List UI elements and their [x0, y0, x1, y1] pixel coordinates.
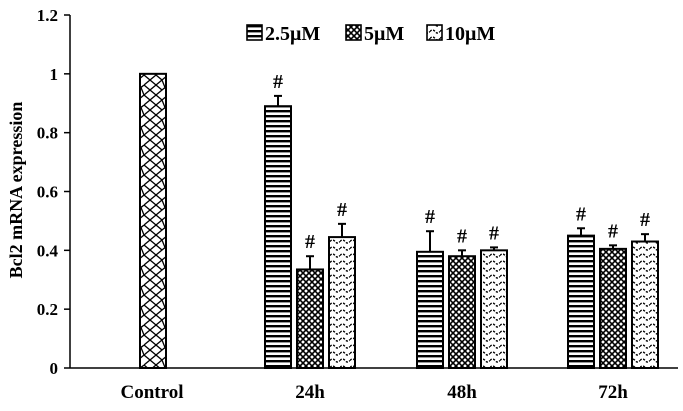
category-label: 72h [598, 382, 628, 403]
legend-label: 10μM [445, 23, 495, 45]
bar-24h-series-1 [296, 268, 324, 369]
y-tick-label: 1.2 [37, 6, 58, 25]
y-tick-label: 0 [50, 359, 59, 378]
significance-mark: # [489, 222, 499, 244]
y-axis-title: Bcl2 mRNA expression [6, 102, 26, 279]
bar-72h-series-2 [631, 240, 659, 369]
category-label: 24h [295, 382, 325, 403]
significance-mark: # [608, 220, 618, 242]
significance-mark: # [457, 225, 467, 247]
legend: 2.5μM 5μM 10μM [246, 23, 495, 45]
significance-mark: # [273, 71, 283, 93]
y-tick-label: 0.4 [37, 241, 59, 260]
category-labels: Control 24h 48h 72h [121, 382, 629, 403]
legend-label: 5μM [364, 23, 404, 45]
bar-24h-series-2 [328, 236, 356, 369]
significance-mark: # [305, 231, 315, 253]
category-label: Control [121, 382, 184, 403]
legend-label: 2.5μM [265, 23, 320, 45]
y-axis: 0 0.2 0.4 0.6 0.8 1 1.2 [37, 6, 71, 378]
bar-72h-series-1 [599, 247, 627, 369]
bar-48h-series-2 [480, 249, 508, 369]
bar-72h-series-0 [567, 234, 595, 369]
bars-group: # # # # # # # # # [139, 71, 659, 370]
bar-24h-series-0 [264, 105, 292, 369]
significance-mark: # [425, 206, 435, 228]
y-tick-label: 0.2 [37, 300, 58, 319]
legend-swatch [345, 24, 362, 41]
legend-swatch [426, 24, 443, 41]
bar-control [139, 72, 167, 369]
significance-mark: # [640, 209, 650, 231]
y-tick-label: 0.6 [37, 183, 58, 202]
significance-mark: # [337, 199, 347, 221]
bar-48h-series-0 [416, 250, 444, 369]
y-tick-label: 0.8 [37, 124, 58, 143]
y-tick-label: 1 [50, 65, 59, 84]
legend-swatch [246, 24, 263, 41]
bar-48h-series-1 [448, 255, 476, 370]
category-label: 48h [447, 382, 477, 403]
significance-mark: # [576, 203, 586, 225]
